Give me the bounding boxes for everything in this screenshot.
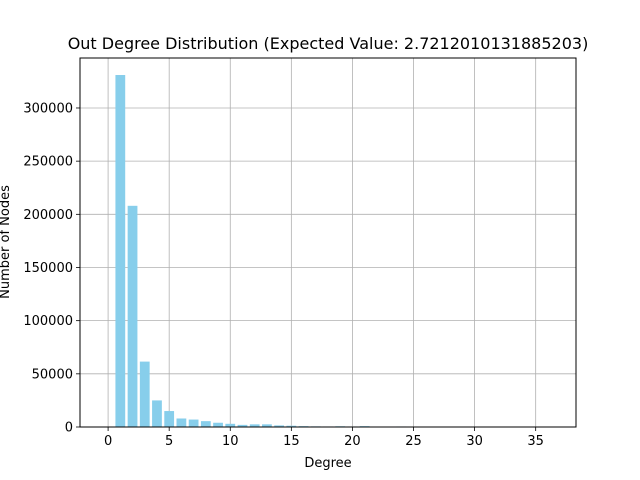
bar-degree-6 <box>176 418 187 427</box>
bar-degree-1 <box>115 75 126 428</box>
grid-lines <box>80 58 576 428</box>
y-axis-label: Number of Nodes <box>0 185 13 299</box>
x-tick-label: 25 <box>405 434 422 449</box>
x-tick-label: 10 <box>222 434 239 449</box>
y-tick-label: 100000 <box>23 314 73 329</box>
y-tick-label: 150000 <box>23 261 73 276</box>
x-tick-label: 0 <box>104 434 112 449</box>
y-tick-label: 200000 <box>23 208 73 223</box>
y-tick-label: 50000 <box>32 367 73 382</box>
y-tick-label: 300000 <box>23 101 73 116</box>
chart-title: Out Degree Distribution (Expected Value:… <box>68 34 589 53</box>
bar-degree-10 <box>225 423 236 427</box>
bar-degree-8 <box>200 421 211 427</box>
y-tick-label: 0 <box>65 421 73 436</box>
bar-degree-13 <box>262 424 272 427</box>
bar-degree-4 <box>152 400 162 427</box>
x-axis-label: Degree <box>304 456 351 471</box>
bar-degree-3 <box>139 361 150 427</box>
plot-frame <box>79 57 577 428</box>
bar-degree-2 <box>127 205 138 427</box>
y-tick-label: 250000 <box>23 155 73 170</box>
x-tick-label: 5 <box>165 434 173 449</box>
bar-degree-7 <box>188 419 199 427</box>
bar-degree-5 <box>164 411 175 427</box>
x-axis-ticks: 0 5 10 15 20 25 30 35 <box>104 427 544 449</box>
bar-degree-12 <box>249 424 260 427</box>
x-tick-label: 15 <box>283 434 300 449</box>
bar-degree-14 <box>274 425 285 427</box>
bar-degree-11 <box>237 424 248 427</box>
bar-degree-15 <box>286 425 297 427</box>
x-tick-label: 20 <box>344 434 361 449</box>
bar-degree-9 <box>213 422 223 427</box>
y-axis-ticks: 0 50000 100000 150000 200000 250000 300000 <box>23 101 80 436</box>
x-tick-label: 35 <box>527 434 544 449</box>
x-tick-label: 30 <box>466 434 483 449</box>
